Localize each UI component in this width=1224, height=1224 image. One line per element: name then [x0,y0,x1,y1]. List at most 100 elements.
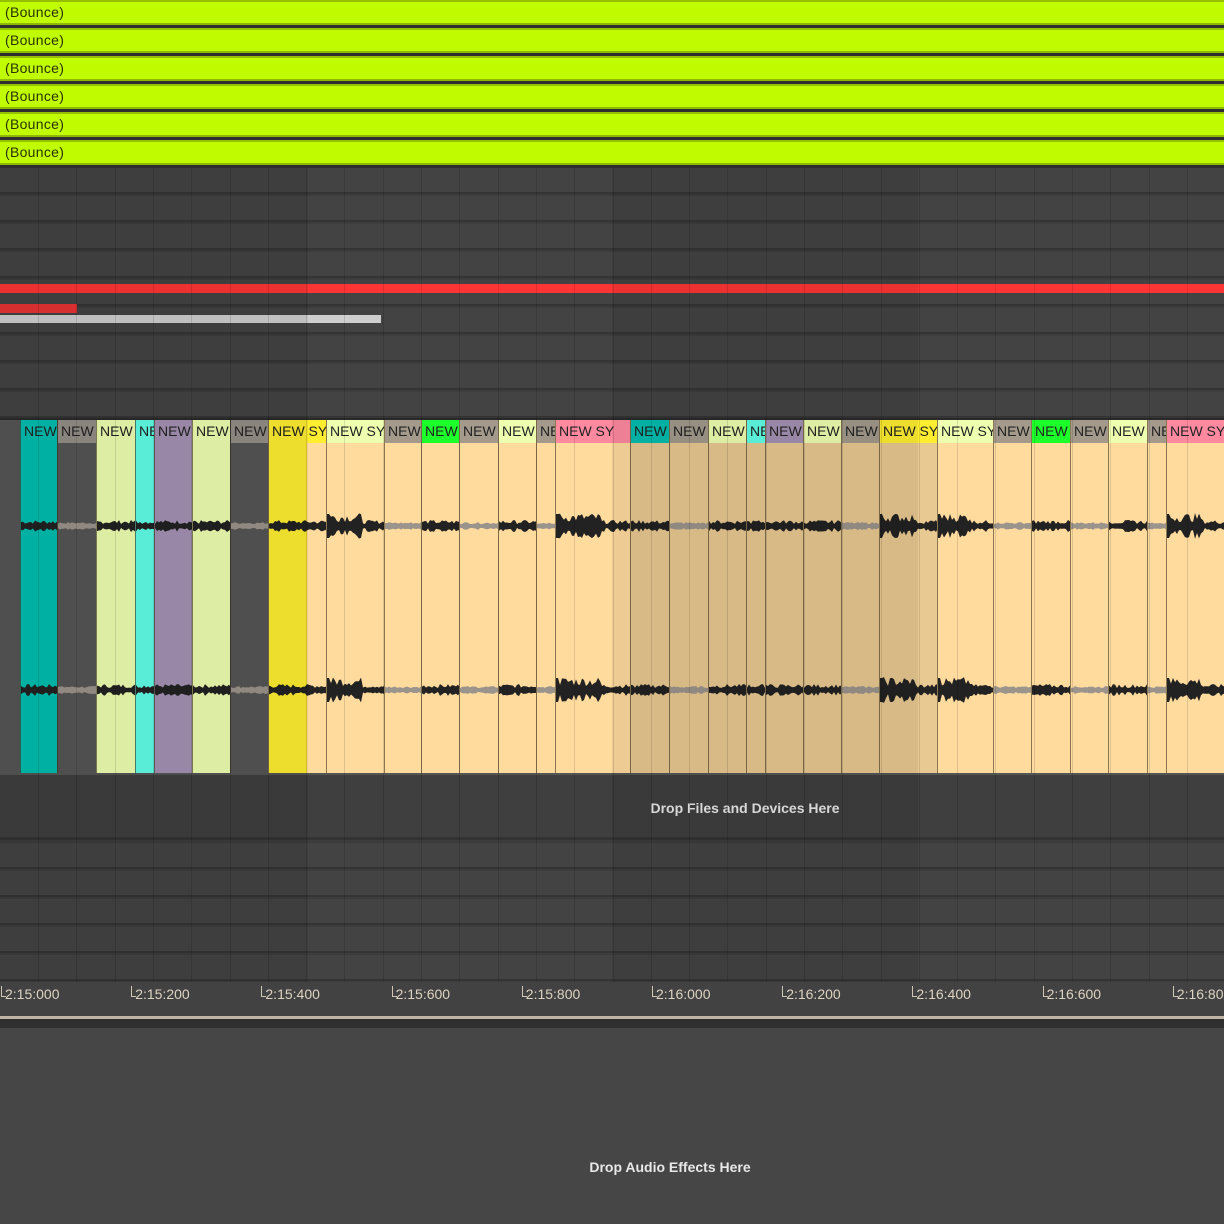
audio-clip[interactable]: NEW SY [326,420,384,773]
grid-line [957,168,958,982]
audio-clip[interactable]: NEW [669,420,708,773]
splitter[interactable] [0,1019,1224,1028]
audio-clip[interactable]: NEW [230,420,268,773]
track-separator [0,137,1224,140]
audio-clip[interactable]: NEW [841,420,879,773]
grid-line [230,168,231,982]
audio-clip[interactable]: NEW SY [937,420,993,773]
clip-title: NEW [460,420,498,443]
waveform-channel [1148,686,1166,694]
audio-clip[interactable]: NEW [57,420,96,773]
audio-clip[interactable]: NEW [459,420,498,773]
audio-clip[interactable]: NEW [708,420,746,773]
waveform [58,522,96,694]
audio-clip[interactable]: NEW SY [1166,420,1224,773]
waveform-channel [1148,522,1166,530]
red-clip-bar[interactable] [0,304,77,313]
audio-clip[interactable]: NEW [96,420,135,773]
waveform-channel [499,684,536,696]
drop-zone-track[interactable] [0,775,1224,840]
audio-clip[interactable]: NEW [20,420,57,773]
audio-clip[interactable]: NEW [765,420,803,773]
audio-clip[interactable]: NEW SY [268,420,326,773]
waveform-channel [136,684,154,696]
waveform-channel [460,686,498,694]
track-row[interactable] [0,168,1224,194]
bounce-clip[interactable]: (Bounce) [0,84,1224,109]
bounce-clip[interactable]: (Bounce) [0,140,1224,165]
clip-title: NEW [804,420,841,443]
waveform [155,520,192,696]
track-row[interactable] [0,955,1224,981]
audio-clip[interactable]: NEW [1031,420,1070,773]
grid-line [38,168,39,982]
ruler-tick-label: 2:16:200 [782,986,841,1002]
waveform-channel [556,677,630,703]
ruler-tick-label: 2:15:400 [261,986,320,1002]
track-separator [0,25,1224,28]
waveform-channel [58,522,96,530]
track-row[interactable] [0,196,1224,222]
waveform-channel [1167,513,1224,539]
audio-clip[interactable]: NEW [1108,420,1147,773]
audio-clip[interactable]: NEW [630,420,669,773]
track-row[interactable] [0,899,1224,925]
audio-clip[interactable]: NEW [421,420,459,773]
track-row[interactable] [0,364,1224,390]
audio-clip[interactable]: NEW [498,420,536,773]
waveform [804,520,841,696]
bounce-clip[interactable]: (Bounce) [0,0,1224,25]
clip-title: NEW SY [880,420,937,443]
audio-clip[interactable]: NEW [192,420,230,773]
track-row[interactable] [0,871,1224,897]
bounce-clip[interactable]: (Bounce) [0,56,1224,81]
ruler-tick-label: 2:16:000 [652,986,711,1002]
audio-clip[interactable]: NE [1147,420,1166,773]
track-row[interactable] [0,843,1224,869]
audio-clip[interactable]: NE [135,420,154,773]
bounce-clip[interactable]: (Bounce) [0,28,1224,53]
waveform-channel [155,520,192,532]
audio-clip[interactable]: NEW [993,420,1031,773]
timeline-ruler[interactable]: 2:15:000 2:15:200 2:15:400 2:15:600 2:15:800… [0,982,1224,1016]
track-row[interactable] [0,252,1224,278]
waveform-channel [938,677,993,703]
track-separator [0,81,1224,84]
audio-clip[interactable]: NEW [154,420,192,773]
waveform-channel [21,684,57,696]
grid-line [498,168,499,982]
audio-clip[interactable]: NEW [803,420,841,773]
clip-title: NEW SY [938,420,993,443]
gray-clip-bar[interactable] [0,315,381,323]
audio-clip[interactable]: NEW SY [879,420,937,773]
track-row[interactable] [0,224,1224,250]
grid-line [689,168,690,982]
grid-line [1187,168,1188,982]
grid-line [1072,168,1073,982]
track-row[interactable] [0,927,1224,953]
audio-clip[interactable]: NE [746,420,765,773]
waveform-channel [670,686,708,694]
track-row[interactable] [0,392,1224,418]
audio-clip[interactable]: NEW SY [555,420,630,773]
waveform [499,520,536,696]
grid-line [842,168,843,982]
bounce-clip[interactable]: (Bounce) [0,112,1224,137]
audio-clip[interactable]: NEW [384,420,421,773]
waveform-channel [709,520,746,532]
grid-line [115,168,116,982]
grid-line [1034,168,1035,982]
drop-effects-label: Drop Audio Effects Here [589,1159,751,1175]
grid-line [613,168,614,982]
track-row[interactable] [0,336,1224,362]
device-chain-panel[interactable] [0,1028,1224,1224]
waveform [556,513,630,703]
audio-clip[interactable]: NE [536,420,555,773]
audio-clip[interactable]: NEW [1070,420,1108,773]
waveform [193,520,230,696]
clip-title: NEW [670,420,708,443]
waveform [537,522,555,694]
waveform [631,520,669,696]
red-automation-bar[interactable] [0,284,1224,293]
waveform-channel [804,684,841,696]
